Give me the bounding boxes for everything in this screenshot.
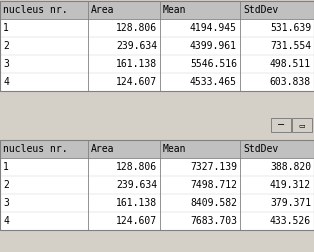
Text: nucleus nr.: nucleus nr.	[3, 144, 68, 154]
Text: 4: 4	[3, 216, 9, 226]
Bar	[292, 118, 312, 132]
Text: 603.838: 603.838	[270, 77, 311, 87]
Text: 3: 3	[3, 198, 9, 208]
Text: 1: 1	[3, 162, 9, 172]
Text: Area: Area	[91, 144, 115, 154]
Text: 2: 2	[3, 180, 9, 190]
Text: ▭: ▭	[299, 122, 305, 128]
Bar	[0, 194, 314, 212]
Bar	[0, 140, 314, 158]
Text: 4: 4	[3, 77, 9, 87]
Text: 4194.945: 4194.945	[190, 23, 237, 33]
Text: 161.138: 161.138	[116, 198, 157, 208]
Text: Mean: Mean	[163, 144, 187, 154]
Text: 731.554: 731.554	[270, 41, 311, 51]
Text: 4533.465: 4533.465	[190, 77, 237, 87]
Text: 239.634: 239.634	[116, 41, 157, 51]
Text: 3: 3	[3, 59, 9, 69]
Text: nucleus nr.: nucleus nr.	[3, 5, 68, 15]
Text: 433.526: 433.526	[270, 216, 311, 226]
Text: −: −	[277, 120, 285, 130]
Text: 1: 1	[3, 23, 9, 33]
Text: 419.312: 419.312	[270, 180, 311, 190]
Text: Area: Area	[91, 5, 115, 15]
Bar	[0, 37, 314, 55]
Bar	[0, 176, 314, 194]
Bar	[0, 1, 314, 91]
Text: 239.634: 239.634	[116, 180, 157, 190]
Text: 7327.139: 7327.139	[190, 162, 237, 172]
Text: StdDev: StdDev	[243, 5, 278, 15]
Text: 7498.712: 7498.712	[190, 180, 237, 190]
Bar	[0, 1, 314, 19]
Text: 2: 2	[3, 41, 9, 51]
Text: 4399.961: 4399.961	[190, 41, 237, 51]
Bar	[0, 140, 314, 230]
Text: 8409.582: 8409.582	[190, 198, 237, 208]
Text: 379.371: 379.371	[270, 198, 311, 208]
Text: StdDev: StdDev	[243, 144, 278, 154]
Text: 128.806: 128.806	[116, 162, 157, 172]
Bar	[0, 73, 314, 91]
Bar	[0, 19, 314, 37]
Bar	[0, 55, 314, 73]
Text: 161.138: 161.138	[116, 59, 157, 69]
Text: 498.511: 498.511	[270, 59, 311, 69]
Text: 7683.703: 7683.703	[190, 216, 237, 226]
Bar	[0, 158, 314, 176]
Text: 124.607: 124.607	[116, 216, 157, 226]
Text: Mean: Mean	[163, 5, 187, 15]
Text: 128.806: 128.806	[116, 23, 157, 33]
Text: 388.820: 388.820	[270, 162, 311, 172]
Text: 124.607: 124.607	[116, 77, 157, 87]
Text: 531.639: 531.639	[270, 23, 311, 33]
Bar	[271, 118, 291, 132]
Text: 5546.516: 5546.516	[190, 59, 237, 69]
Bar	[0, 212, 314, 230]
